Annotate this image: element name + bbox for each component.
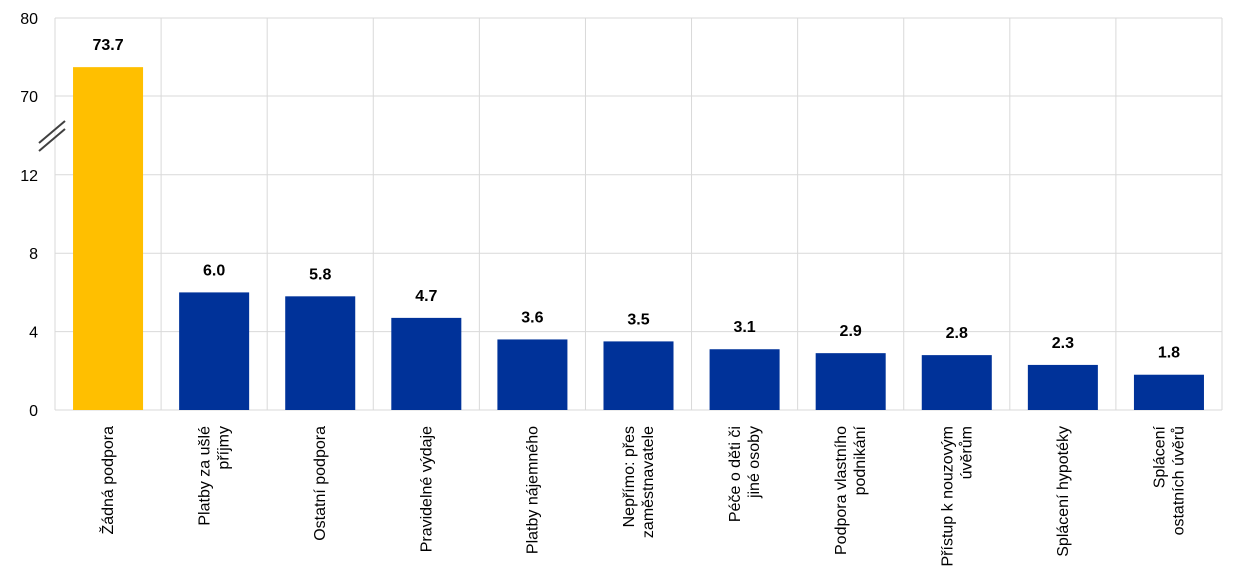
axis-break-mark — [38, 120, 66, 152]
data-label: 73.7 — [92, 37, 123, 54]
data-label: 1.8 — [1158, 345, 1180, 362]
y-tick-label: 0 — [29, 403, 38, 420]
bar-1 — [179, 292, 250, 410]
data-label: 3.5 — [627, 311, 649, 328]
axis-break-stroke — [38, 128, 66, 152]
data-label: 3.6 — [521, 309, 543, 326]
x-category-label: Splácení hypotéky — [1055, 426, 1072, 557]
x-category-line: Splácení hypotéky — [1055, 426, 1072, 557]
x-category-label: Pravidelné výdaje — [418, 426, 435, 552]
bar-9 — [1027, 364, 1098, 410]
data-label: 5.8 — [309, 266, 331, 283]
data-label: 6.0 — [203, 262, 225, 279]
x-category-label: Podpora vlastního podnikání — [833, 425, 869, 555]
data-label: 3.1 — [733, 319, 755, 336]
x-category-label: Ostatní podpora — [312, 426, 329, 541]
bars — [73, 67, 1204, 410]
bar-3 — [391, 317, 462, 410]
y-axis-ticks: 0 4 8 12 70 80 — [20, 11, 38, 420]
x-category-label: Platby za ušlé příjmy — [197, 426, 233, 526]
y-tick-label: 8 — [29, 246, 38, 263]
bar-0 — [73, 67, 144, 410]
x-axis-categories: Žádná podpora Platby za ušlé příjmy Ostatní… — [98, 425, 1187, 566]
data-label: 2.8 — [946, 325, 968, 342]
x-category-line: ostatních úvěrů — [1169, 426, 1187, 535]
bar-4 — [497, 339, 568, 410]
bar-6 — [709, 349, 780, 410]
data-label: 2.9 — [840, 323, 862, 340]
x-category-label: Platby nájemného — [524, 426, 541, 554]
data-labels: 73.7 6.0 5.8 4.7 3.6 3.5 3.1 2.9 2.8 2.3 1.8 — [92, 37, 1180, 362]
data-label: 4.7 — [415, 288, 437, 305]
x-category-line: zaměstnavatele — [640, 426, 657, 538]
x-category-line: Podpora vlastního — [833, 426, 850, 555]
bar-10 — [1133, 374, 1204, 410]
x-category-label: Přístup k nouzovým úvěrům — [939, 426, 975, 567]
x-category-line: Ostatní podpora — [312, 426, 329, 541]
x-category-label: Nepřímo: přes zaměstnavatele — [621, 426, 657, 538]
bar-8 — [921, 355, 992, 410]
x-category-line: jiné osoby — [746, 426, 763, 499]
x-category-line: příjmy — [216, 426, 233, 470]
x-category-line: Nepřímo: přes — [621, 426, 638, 527]
x-category-line: podnikání — [852, 425, 869, 495]
x-category-line: úvěrům — [957, 426, 975, 479]
grid-lines — [54, 17, 1223, 411]
x-category-line: Splácení — [1151, 425, 1168, 488]
bar-2 — [285, 296, 356, 410]
x-category-line: Pravidelné výdaje — [418, 426, 435, 552]
x-category-label: Žádná podpora — [98, 426, 117, 535]
y-tick-label: 12 — [20, 168, 38, 185]
x-category-label: Splácení ostatních úvěrů — [1151, 425, 1187, 535]
x-category-line: Platby za ušlé — [197, 426, 214, 526]
y-tick-label: 4 — [29, 325, 38, 342]
x-category-line: Platby nájemného — [524, 426, 541, 554]
x-category-line: Žádná podpora — [98, 426, 117, 535]
bar-7 — [815, 353, 886, 410]
x-category-line: Přístup k nouzovým — [939, 426, 956, 567]
y-tick-label: 70 — [20, 89, 38, 106]
data-label: 2.3 — [1052, 335, 1074, 352]
x-category-label: Péče o děti či jiné osoby — [727, 426, 763, 522]
x-category-line: Péče o děti či — [727, 426, 744, 522]
y-tick-label: 80 — [20, 11, 38, 28]
bar-5 — [603, 341, 674, 410]
axis-break-stroke — [38, 120, 66, 144]
